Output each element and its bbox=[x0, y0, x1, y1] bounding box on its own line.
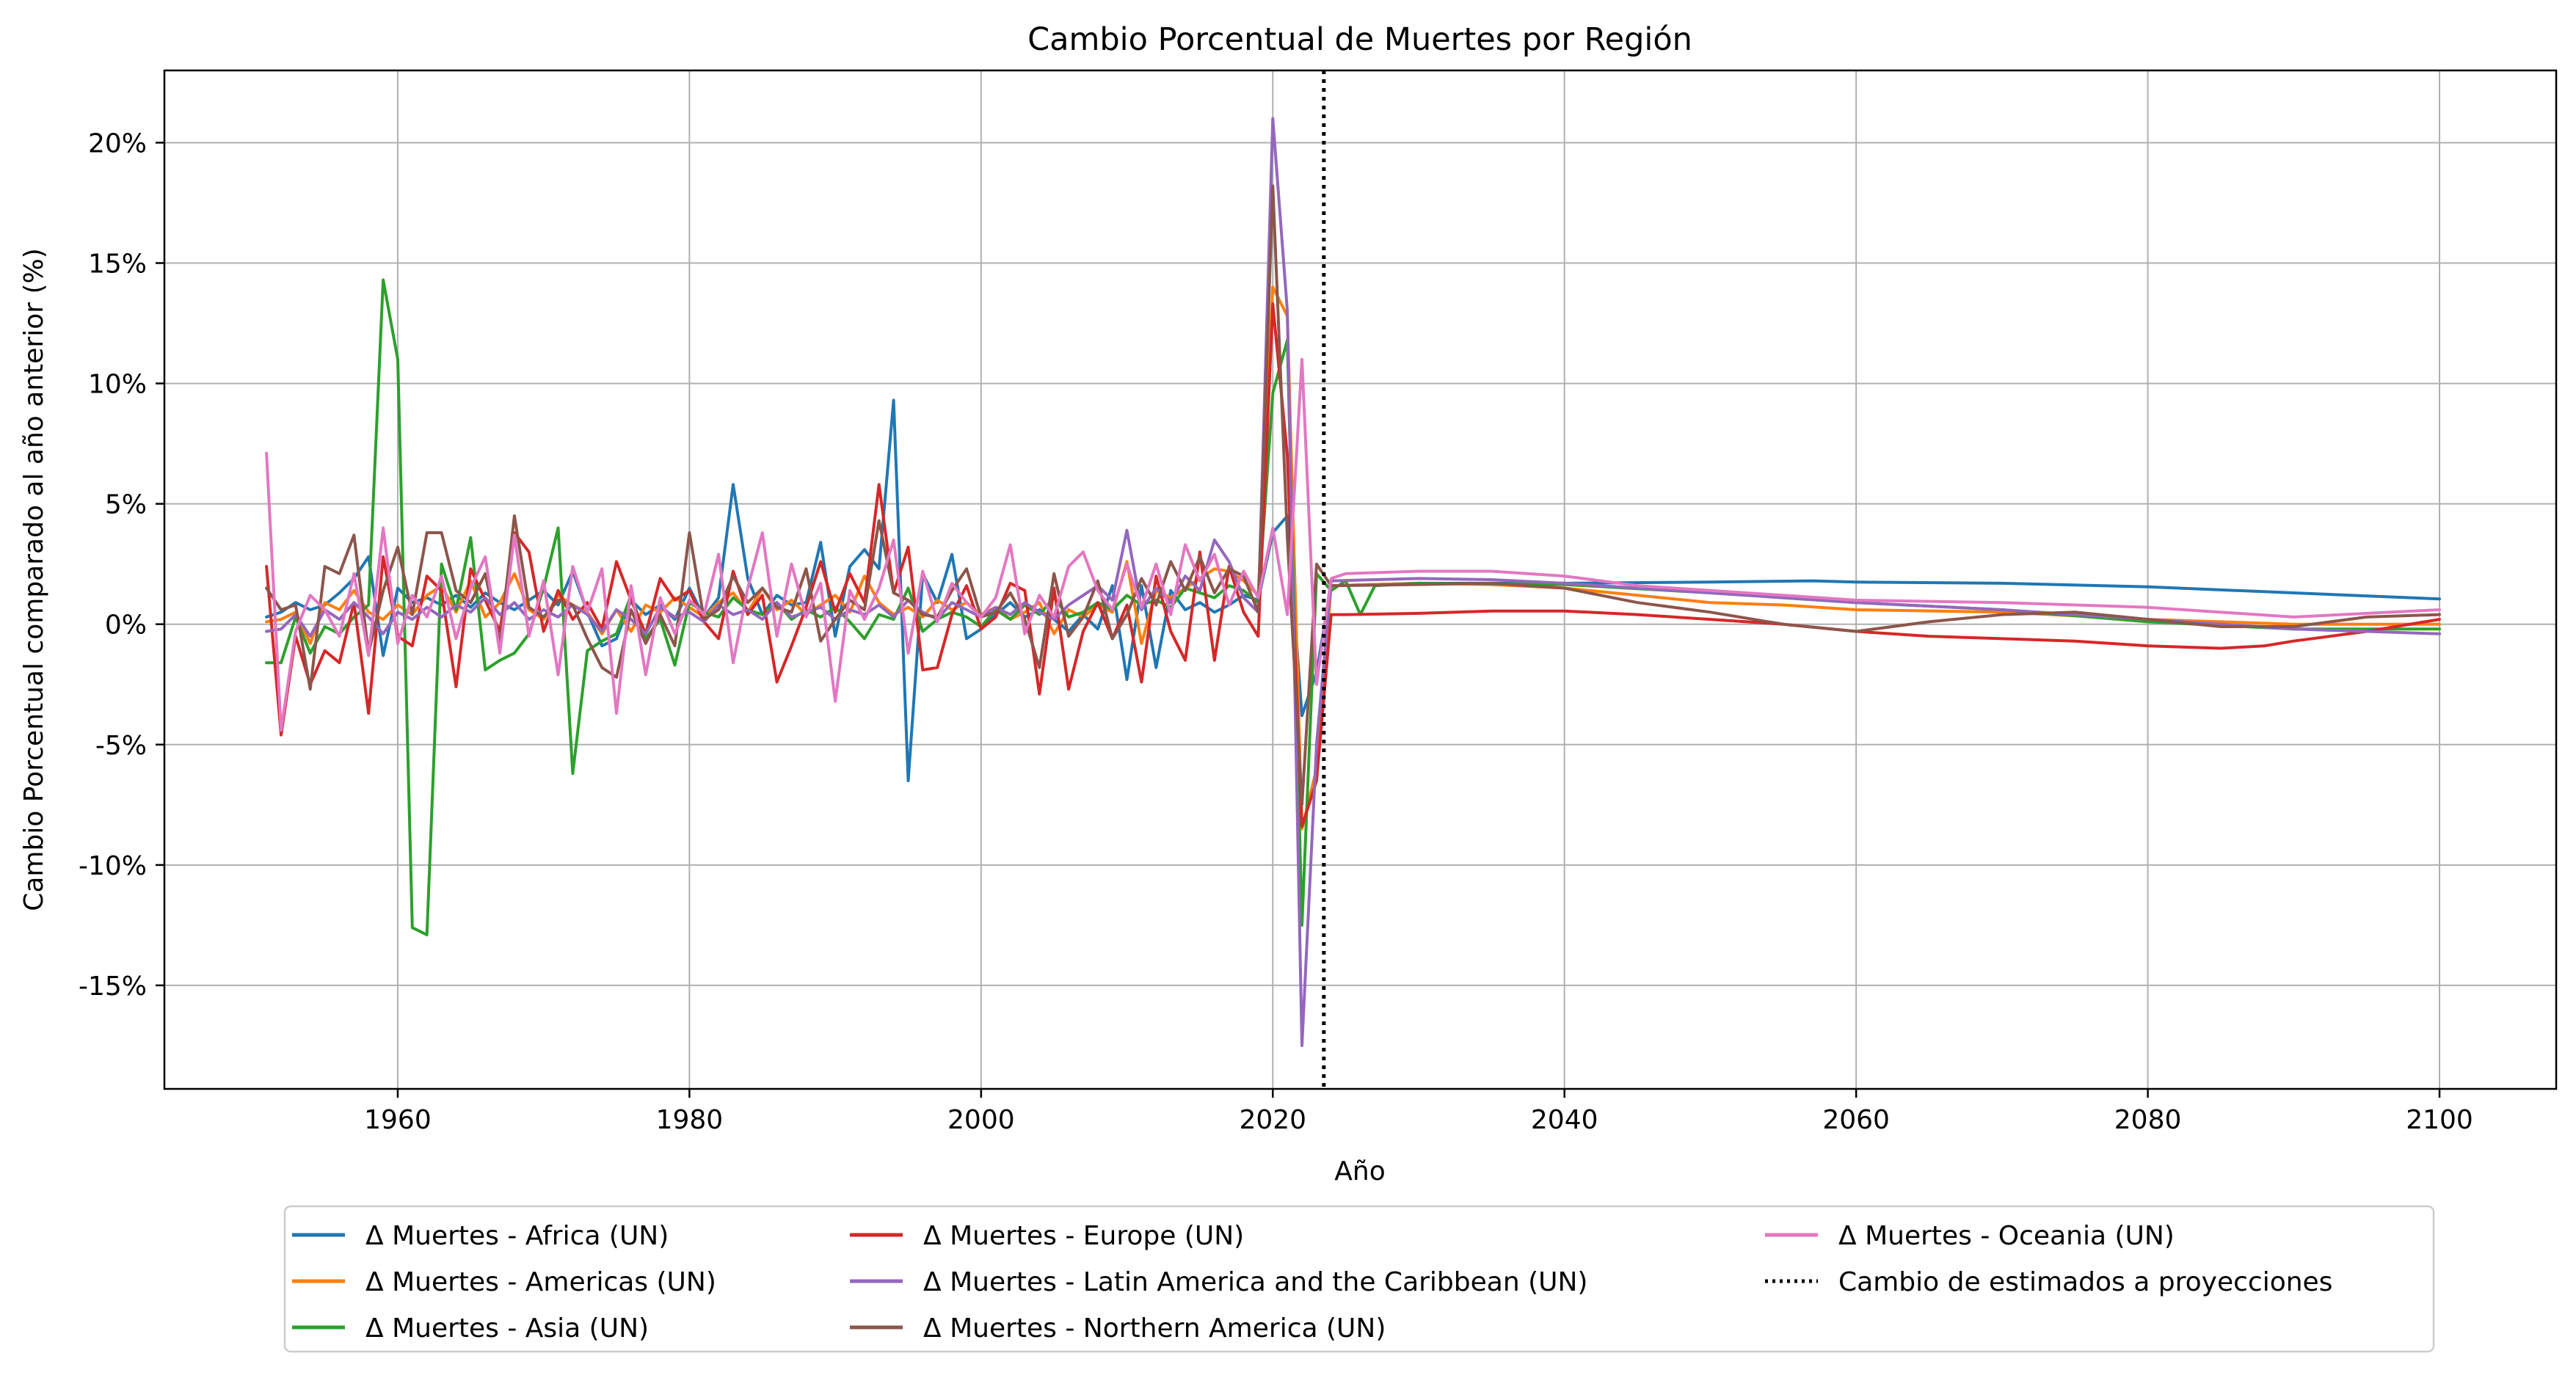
series-line-4 bbox=[265, 117, 2441, 1047]
y-tick-label: 0% bbox=[105, 610, 147, 641]
legend-entry-6: Δ Muertes - Oceania (UN) bbox=[1838, 1221, 2175, 1251]
series-line-6 bbox=[265, 357, 2441, 732]
y-tick-label: -10% bbox=[79, 851, 147, 881]
series-line-5 bbox=[265, 184, 2441, 806]
y-tick-label: -5% bbox=[95, 731, 147, 761]
chart-title: Cambio Porcentual de Muertes por Región bbox=[1027, 21, 1692, 58]
y-axis: -15% -10% -5% 0% 5% 10% 15% 20% bbox=[79, 128, 164, 1002]
legend-entry-4: Δ Muertes - Latin America and the Caribb… bbox=[923, 1267, 1587, 1297]
legend-entry-5: Δ Muertes - Northern America (UN) bbox=[923, 1313, 1386, 1344]
x-tick-label: 2040 bbox=[1531, 1105, 1598, 1135]
legend-entry-1: Δ Muertes - Americas (UN) bbox=[365, 1267, 716, 1297]
series-group bbox=[265, 117, 2441, 1047]
x-tick-label: 2020 bbox=[1239, 1105, 1306, 1135]
y-tick-label: -15% bbox=[79, 971, 147, 1002]
legend-entry-3: Δ Muertes - Europe (UN) bbox=[923, 1221, 1244, 1251]
x-tick-label: 2060 bbox=[1822, 1105, 1890, 1135]
x-tick-label: 1980 bbox=[656, 1105, 724, 1135]
y-tick-label: 10% bbox=[88, 370, 147, 400]
series-line-3 bbox=[265, 302, 2441, 828]
x-axis-label: Año bbox=[1334, 1156, 1385, 1186]
legend-entry-vline: Cambio de estimados a proyecciones bbox=[1838, 1267, 2332, 1297]
legend: Δ Muertes - Africa (UN) Δ Muertes - Ameri… bbox=[283, 1205, 2435, 1353]
y-tick-label: 5% bbox=[105, 490, 147, 520]
legend-entry-0: Δ Muertes - Africa (UN) bbox=[365, 1221, 669, 1251]
x-tick-label: 2000 bbox=[947, 1105, 1015, 1135]
legend-entry-2: Δ Muertes - Asia (UN) bbox=[365, 1313, 649, 1344]
y-axis-label: Cambio Porcentual comparado al año anter… bbox=[19, 248, 49, 911]
y-tick-label: 20% bbox=[88, 128, 147, 158]
legend-frame bbox=[283, 1205, 2435, 1353]
x-tick-label: 1960 bbox=[364, 1105, 432, 1135]
y-tick-label: 15% bbox=[88, 249, 147, 280]
x-tick-label: 2080 bbox=[2114, 1105, 2182, 1135]
x-axis: 1960 1980 2000 2020 2040 2060 2080 2100 bbox=[364, 1089, 2473, 1135]
plot-frame bbox=[163, 69, 2558, 1090]
x-tick-label: 2100 bbox=[2406, 1105, 2473, 1135]
